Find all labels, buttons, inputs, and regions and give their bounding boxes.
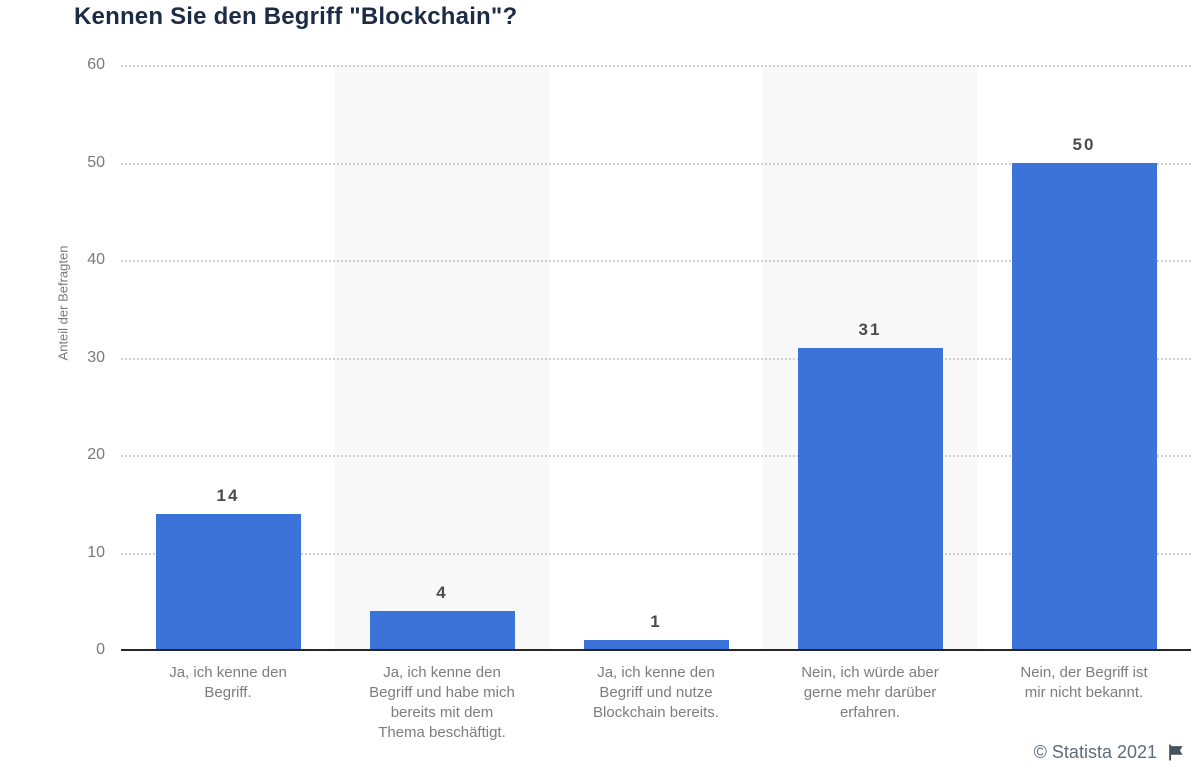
bar-value-label: 14 [216,485,240,505]
gridline [121,65,1191,67]
gridline [121,260,1191,262]
x-category-label: Nein, ich würde aber gerne mehr darüber er… [801,664,939,721]
statista-copyright-link[interactable]: © Statista 2021 [1033,742,1157,762]
y-tick-label: 20 [87,446,105,463]
gridline [121,455,1191,457]
bar-value-label: 4 [436,583,448,602]
y-tick-label: 0 [96,641,105,658]
x-axis-labels: Ja, ich kenne den Begriff. Ja, ich kenne d… [121,663,1191,743]
gridline [121,162,1191,165]
footer: © Statista 2021 [1034,742,1185,763]
bar[interactable] [797,347,943,650]
bar-value-label: 1 [650,612,662,632]
bar-value-label: 31 [858,319,882,339]
y-axis-ticks: 0 10 20 30 40 50 60 [0,56,105,658]
bar[interactable] [155,513,301,650]
x-axis-line [121,649,1191,651]
flag-icon[interactable] [1166,743,1185,762]
bar-value-label: 50 [1072,134,1096,154]
x-category-label: Nein, der Begriff ist mir nicht bekannt. [1020,664,1148,701]
x-category-label: Ja, ich kenne den Begriff und nutze Blockc… [593,664,719,721]
y-tick-label: 50 [87,153,105,171]
y-tick-label: 60 [87,56,105,73]
x-category-label: Ja, ich kenne den Begriff. [169,664,287,701]
bar[interactable] [583,640,729,650]
y-tick-label: 10 [87,543,105,561]
x-category-label: Ja, ich kenne den Begriff und habe mich be… [369,664,515,741]
y-tick-label: 30 [87,348,105,366]
y-tick-label: 40 [87,251,105,268]
gridline [121,357,1191,360]
bar[interactable] [369,611,515,650]
gridline [121,552,1191,555]
plot-area: 14 4 1 31 50 [121,65,1191,651]
chart-title: Kennen Sie den Begriff "Blockchain"? [74,3,518,30]
bar[interactable] [1011,162,1157,650]
